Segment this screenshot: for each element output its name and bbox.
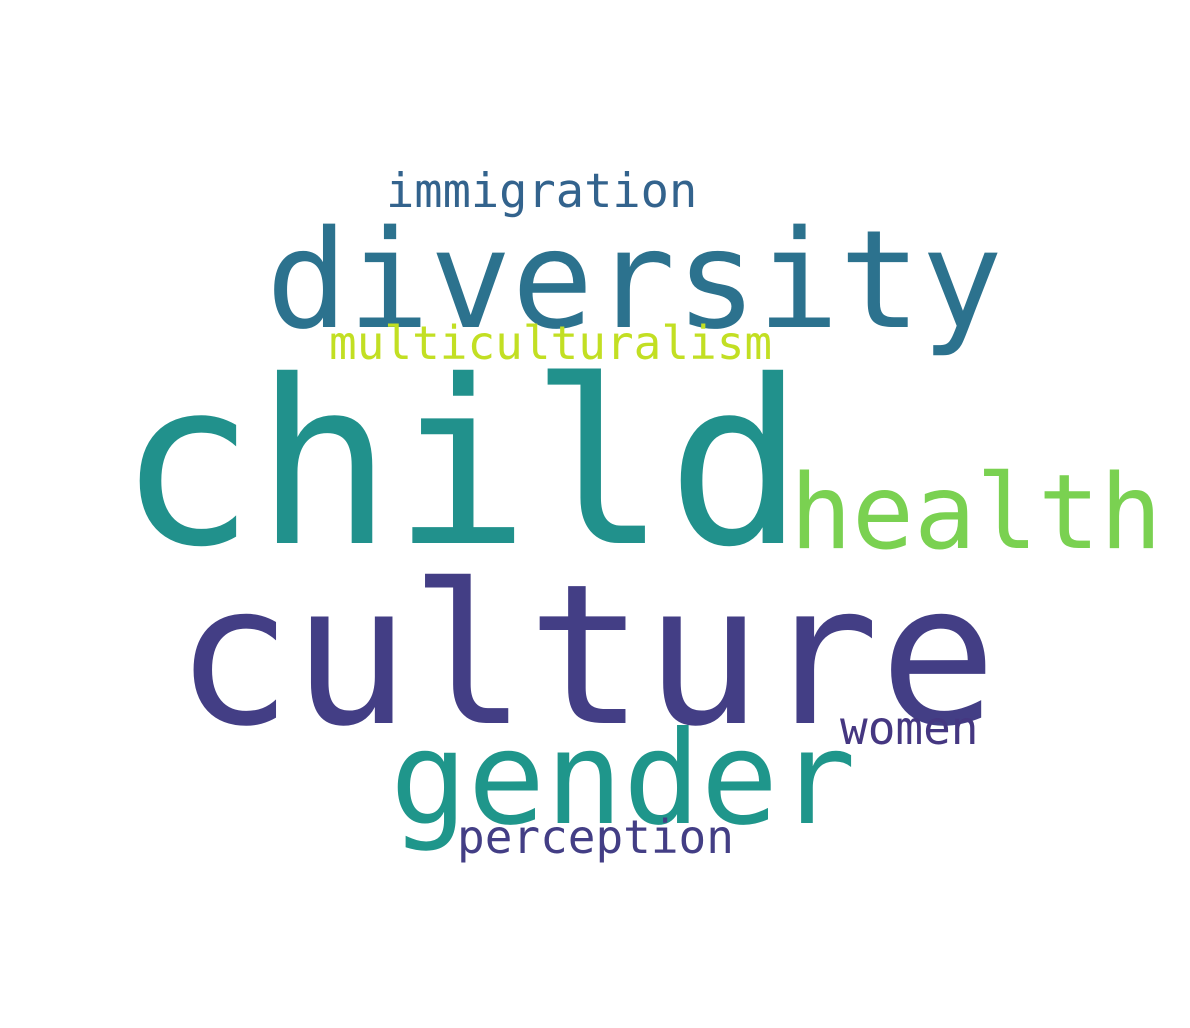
word-perception: perception bbox=[457, 810, 734, 864]
word-diversity: diversity bbox=[266, 202, 1003, 360]
word-multiculturalism: multiculturalism bbox=[329, 316, 773, 370]
word-culture: culture bbox=[175, 542, 997, 769]
word-immigration: immigration bbox=[386, 164, 698, 219]
word-child: child bbox=[118, 331, 805, 597]
word-health: health bbox=[790, 453, 1163, 573]
word-women: women bbox=[840, 701, 979, 755]
word-gender: gender bbox=[390, 704, 856, 854]
